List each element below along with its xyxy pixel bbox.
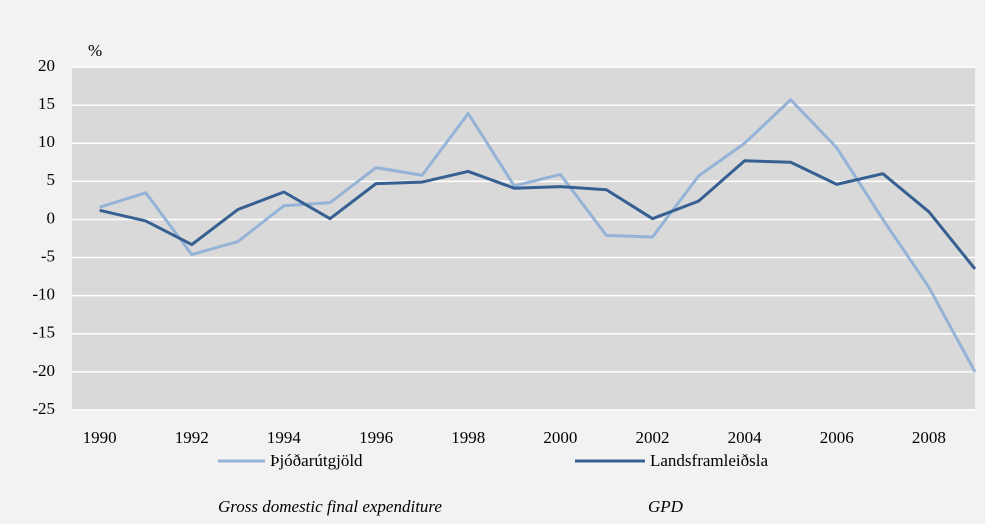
x-tick-label: 2004 [728,428,763,447]
legend-translation: Gross domestic final expenditure [218,497,442,516]
line-series [99,159,977,270]
x-tick-label: 1994 [267,428,302,447]
y-tick-label: 10 [38,132,55,151]
y-tick-label: 0 [47,208,56,227]
line-series [99,98,977,373]
y-axis-label: % [88,41,102,60]
x-tick-label: 2006 [820,428,854,447]
y-tick-label: -25 [32,399,55,418]
legend-label: Þjóðarútgjöld [270,451,363,470]
x-tick-label: 1996 [359,428,393,447]
y-tick-label: -10 [32,285,55,304]
y-tick-label: 5 [47,170,56,189]
x-tick-label: 1998 [451,428,485,447]
x-tick-label: 2000 [543,428,577,447]
x-tick-label: 2008 [912,428,946,447]
y-tick-label: -5 [41,246,55,265]
y-tick-label: 20 [38,56,55,75]
legend-translation: GPD [648,497,684,516]
plot-area [72,67,975,410]
y-tick-label: 15 [38,94,55,113]
y-tick-label: -15 [32,323,55,342]
x-tick-label: 1992 [175,428,209,447]
x-tick-label: 1990 [83,428,117,447]
legend-label: Landsframleiðsla [650,451,768,470]
x-tick-label: 2002 [636,428,670,447]
y-tick-label: -20 [32,361,55,380]
